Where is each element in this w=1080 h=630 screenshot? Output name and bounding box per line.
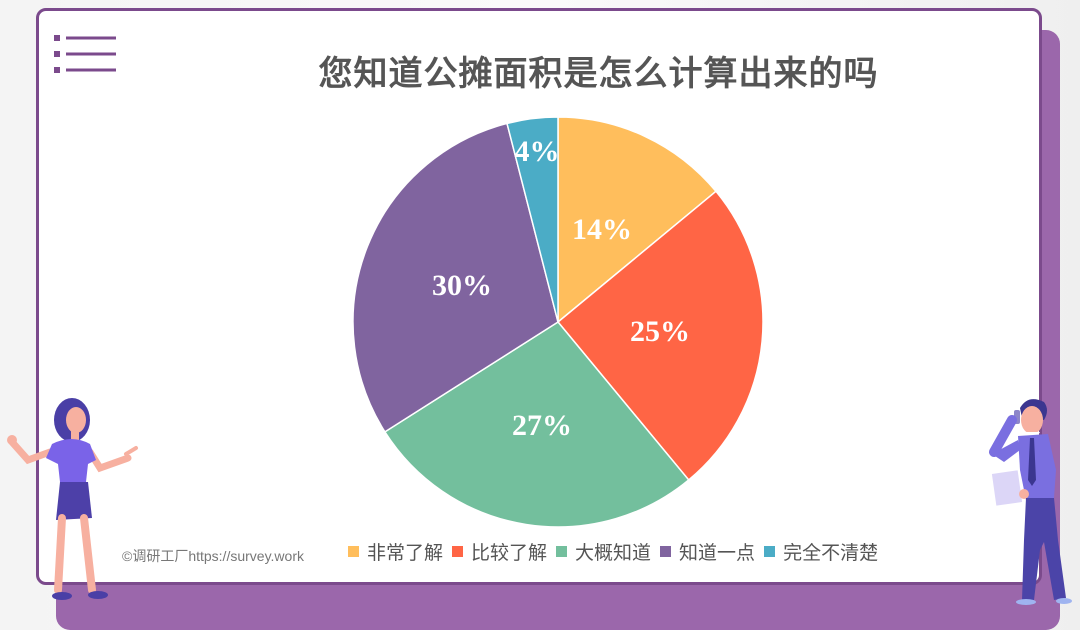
- slice-label-1: 25%: [630, 315, 690, 348]
- legend-swatch: [660, 546, 672, 557]
- legend-item-very-familiar: 非常了解: [348, 538, 443, 565]
- man-on-phone-illustration: [989, 399, 1072, 605]
- legend-swatch: [556, 546, 568, 557]
- copyright-text: ©调研工厂https://survey.work: [122, 548, 304, 564]
- slice-label-3: 30%: [432, 269, 492, 302]
- pie-svg: [352, 116, 764, 528]
- legend-swatch: [452, 546, 464, 557]
- slice-label-2: 27%: [512, 409, 572, 442]
- slice-label-0: 14%: [572, 213, 632, 246]
- legend-label: 知道一点: [679, 542, 756, 564]
- legend-label: 大概知道: [575, 542, 652, 564]
- chart-legend: 非常了解 比较了解 大概知道 知道一点 完全不清楚: [348, 538, 887, 565]
- legend-item-fairly-familiar: 比较了解: [452, 538, 547, 565]
- pie-slice-3: [352, 122, 559, 433]
- legend-label: 非常了解: [367, 542, 444, 564]
- woman-presenting-illustration: [7, 398, 138, 600]
- slice-label-4: 4%: [514, 135, 560, 168]
- legend-item-no-idea: 完全不清楚: [764, 538, 878, 565]
- list-icon: [54, 35, 116, 73]
- legend-swatch: [764, 546, 776, 557]
- legend-item-roughly-know: 大概知道: [556, 538, 651, 565]
- chart-title: 您知道公摊面积是怎么计算出来的吗: [318, 54, 879, 94]
- legend-label: 比较了解: [471, 542, 548, 564]
- legend-label: 完全不清楚: [783, 542, 879, 564]
- pie-chart: 14% 25% 27% 30% 4%: [352, 116, 764, 528]
- legend-item-know-a-little: 知道一点: [660, 538, 755, 565]
- pie-slice-0: [557, 116, 718, 324]
- legend-swatch: [348, 546, 359, 557]
- pie-slice-4: [506, 116, 559, 323]
- pie-slice-1: [556, 190, 764, 482]
- pie-slice-2: [383, 321, 690, 528]
